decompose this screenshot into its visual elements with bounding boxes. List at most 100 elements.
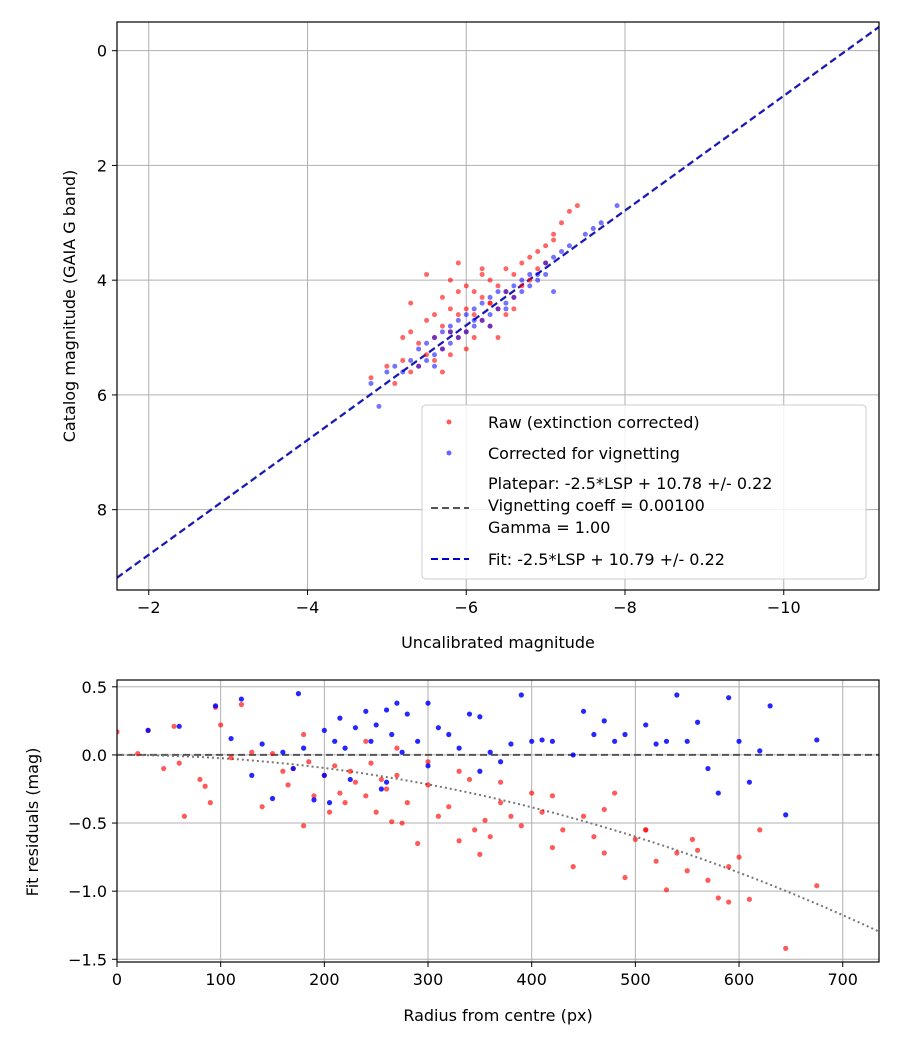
corrected-residual-point xyxy=(337,715,343,721)
corrected-point xyxy=(432,352,437,358)
raw-residual-point xyxy=(394,745,400,751)
corrected-point xyxy=(487,323,493,329)
corrected-point xyxy=(455,335,461,341)
corrected-point xyxy=(447,329,453,335)
raw-point xyxy=(400,335,406,341)
corrected-point xyxy=(463,312,469,318)
bottom-x-tick-label: 200 xyxy=(309,970,340,989)
corrected-point xyxy=(463,329,469,335)
corrected-residual-point xyxy=(326,800,333,806)
corrected-residual-point xyxy=(389,731,395,738)
raw-point xyxy=(424,317,430,323)
corrected-residual-point xyxy=(269,795,276,802)
raw-point xyxy=(471,335,477,341)
raw-residual-point xyxy=(674,850,680,856)
legend-corrected-marker xyxy=(446,450,452,456)
raw-residual-point xyxy=(487,834,493,840)
raw-residual-point xyxy=(306,759,312,765)
raw-point xyxy=(455,260,461,266)
corrected-point xyxy=(439,329,445,335)
corrected-point xyxy=(519,289,525,295)
raw-residual-point xyxy=(757,827,763,833)
raw-residual-point xyxy=(456,768,462,774)
top-points xyxy=(368,203,620,409)
corrected-residual-point xyxy=(435,725,441,731)
top-y-tick-label: 2 xyxy=(97,156,107,175)
bottom-panel: 0 100 200 300 400 500 600 700 0.5 0.0 −0.5 −1.0 −1.… xyxy=(23,678,880,1025)
bottom-y-tick-label: −1.5 xyxy=(68,950,107,969)
raw-residual-point xyxy=(580,813,587,819)
corrected-point xyxy=(535,277,541,283)
corrected-residual-point xyxy=(311,797,317,803)
raw-residual-point xyxy=(280,768,286,774)
raw-point xyxy=(487,277,493,283)
raw-residual-point xyxy=(549,844,556,851)
legend-fit-label: Fit: -2.5*LSP + 10.79 +/- 0.22 xyxy=(488,550,725,569)
corrected-residual-point xyxy=(591,731,597,738)
raw-residual-point xyxy=(622,874,628,881)
raw-residual-point xyxy=(446,804,452,810)
corrected-residual-point xyxy=(249,772,255,778)
corrected-point xyxy=(432,335,437,341)
corrected-residual-point xyxy=(715,790,721,796)
bottom-plot-frame xyxy=(116,679,880,963)
raw-residual-point xyxy=(285,782,291,788)
corrected-point xyxy=(582,231,588,237)
raw-point xyxy=(424,271,430,277)
raw-point xyxy=(503,312,509,318)
legend-raw-marker xyxy=(446,419,452,425)
top-x-tick-label: −6 xyxy=(454,598,478,617)
raw-residual-point xyxy=(643,827,649,833)
raw-residual-point xyxy=(435,813,441,819)
raw-point xyxy=(384,363,390,369)
raw-point xyxy=(503,266,509,272)
corrected-residual-point xyxy=(383,707,390,713)
raw-residual-point xyxy=(783,945,789,951)
corrected-residual-point xyxy=(425,700,431,706)
raw-point xyxy=(471,312,477,318)
raw-residual-point xyxy=(202,783,208,789)
raw-residual-point xyxy=(425,759,431,765)
raw-point xyxy=(432,358,437,364)
bottom-y-axis-label: Fit residuals (mag) xyxy=(23,748,42,897)
corrected-point xyxy=(495,289,501,295)
raw-residual-point xyxy=(601,806,607,813)
corrected-point xyxy=(439,346,445,352)
raw-point xyxy=(368,375,374,381)
raw-point xyxy=(439,294,445,300)
corrected-residual-point xyxy=(332,738,338,744)
corrected-point xyxy=(424,340,430,346)
raw-residual-point xyxy=(684,868,690,874)
raw-residual-point xyxy=(518,823,524,829)
raw-residual-point xyxy=(549,793,556,799)
raw-residual-point xyxy=(337,790,343,796)
raw-residual-point xyxy=(259,804,265,810)
corrected-point xyxy=(527,271,533,277)
raw-residual-point xyxy=(218,722,224,728)
corrected-point xyxy=(495,306,501,312)
corrected-residual-point xyxy=(212,703,219,709)
corrected-residual-point xyxy=(342,745,348,751)
raw-residual-point xyxy=(373,809,379,815)
bottom-y-tick-label: −0.5 xyxy=(68,814,107,833)
corrected-residual-point xyxy=(783,812,789,818)
corrected-residual-point xyxy=(814,737,820,743)
bottom-x-tick-label: 700 xyxy=(827,970,858,989)
corrected-point xyxy=(543,260,549,266)
raw-residual-point xyxy=(477,851,483,857)
corrected-point xyxy=(416,363,422,369)
raw-residual-point xyxy=(726,864,732,870)
raw-residual-point xyxy=(689,836,695,842)
raw-point xyxy=(392,380,398,386)
raw-residual-point xyxy=(352,779,359,785)
top-x-tick-label: −8 xyxy=(613,598,637,617)
raw-point xyxy=(447,277,453,283)
corrected-residual-point xyxy=(352,725,359,731)
raw-point xyxy=(559,220,564,226)
corrected-point xyxy=(543,271,549,277)
corrected-point xyxy=(566,243,572,249)
raw-residual-point xyxy=(508,813,514,819)
raw-residual-point xyxy=(425,782,431,788)
bottom-y-ticks: 0.5 0.0 −0.5 −1.0 −1.5 xyxy=(68,678,117,969)
